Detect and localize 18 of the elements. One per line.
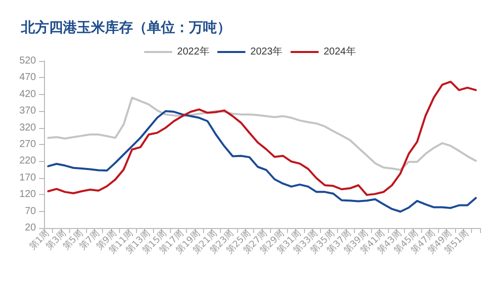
y-tick-label: 70 bbox=[24, 206, 36, 217]
legend-label: 2024年 bbox=[324, 46, 356, 58]
y-tick-label: 320 bbox=[19, 122, 36, 134]
line-series bbox=[47, 96, 477, 171]
y-tick-label: 470 bbox=[19, 72, 36, 84]
line-series bbox=[47, 80, 477, 196]
chart-title: 北方四港玉米库存（单位：万吨） bbox=[20, 19, 231, 36]
y-tick-label: 420 bbox=[19, 88, 36, 100]
legend-label: 2023年 bbox=[250, 46, 283, 58]
legend-label: 2022年 bbox=[177, 46, 210, 58]
y-tick-label: 520 bbox=[19, 56, 36, 66]
y-tick-label: 20 bbox=[24, 222, 36, 234]
y-tick-label: 220 bbox=[19, 156, 36, 167]
y-tick-label: 370 bbox=[19, 106, 36, 117]
line-series bbox=[47, 110, 477, 213]
y-tick-label: 120 bbox=[19, 189, 36, 200]
y-tick-label: 170 bbox=[19, 172, 36, 184]
y-tick-label: 270 bbox=[19, 139, 36, 150]
